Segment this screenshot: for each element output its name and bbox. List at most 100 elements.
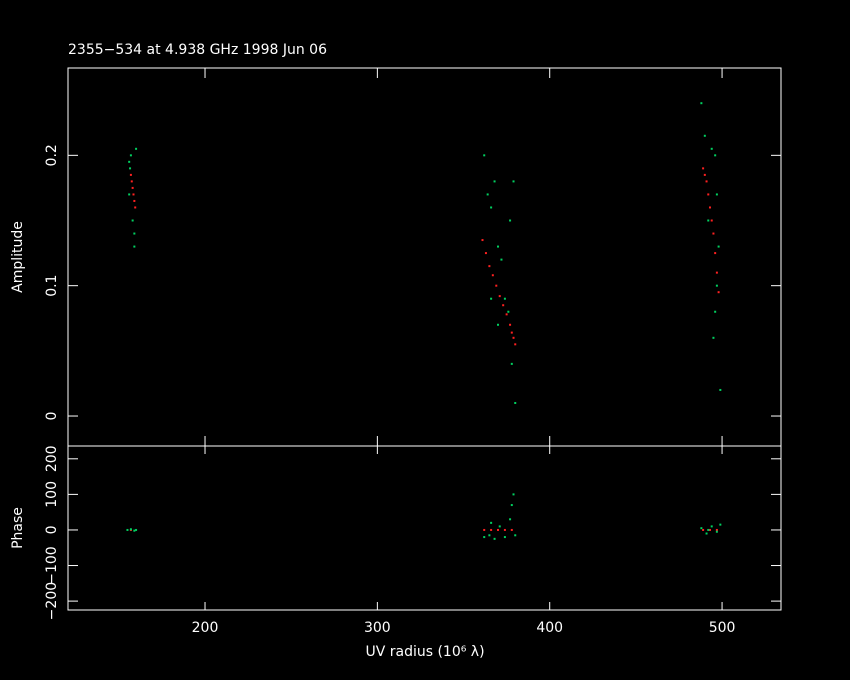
point xyxy=(510,504,513,507)
point xyxy=(509,518,512,521)
point xyxy=(498,295,501,298)
y-axis-label: Amplitude xyxy=(10,221,26,293)
point xyxy=(133,199,136,202)
point xyxy=(512,336,515,339)
point xyxy=(715,530,718,533)
point xyxy=(488,265,491,268)
point xyxy=(133,529,136,532)
point xyxy=(132,193,135,196)
x-tick-label: 200 xyxy=(192,620,219,636)
point xyxy=(707,219,710,222)
point xyxy=(510,362,513,365)
point xyxy=(714,252,717,255)
point xyxy=(715,528,718,531)
point xyxy=(490,206,493,209)
point xyxy=(503,297,506,300)
point xyxy=(502,304,505,307)
point xyxy=(128,193,131,196)
y-tick-label: 0.2 xyxy=(44,144,60,166)
point xyxy=(715,284,718,287)
point xyxy=(490,528,493,531)
point xyxy=(714,154,717,157)
point xyxy=(707,193,710,196)
point xyxy=(719,523,722,526)
point xyxy=(486,193,489,196)
point xyxy=(483,154,486,157)
point xyxy=(717,291,720,294)
point xyxy=(708,206,711,209)
chart-title: 2355−534 at 4.938 GHz 1998 Jun 06 xyxy=(68,42,327,58)
point xyxy=(133,232,136,235)
point xyxy=(488,534,491,537)
y-tick-label: 0 xyxy=(44,412,60,421)
point xyxy=(129,167,132,170)
point xyxy=(710,525,713,528)
point xyxy=(702,528,705,531)
x-tick-label: 400 xyxy=(536,620,563,636)
point xyxy=(514,534,517,537)
point xyxy=(512,493,515,496)
point xyxy=(128,160,131,163)
point xyxy=(703,134,706,137)
point xyxy=(135,528,138,531)
point xyxy=(491,274,494,277)
point xyxy=(717,245,720,248)
point xyxy=(490,297,493,300)
y-tick-label: 0.1 xyxy=(44,275,60,297)
point xyxy=(493,537,496,540)
point xyxy=(719,388,722,391)
point xyxy=(483,528,486,531)
point xyxy=(514,343,517,346)
point xyxy=(503,536,506,539)
point xyxy=(135,147,138,150)
point xyxy=(497,323,500,326)
point xyxy=(507,310,510,313)
point xyxy=(505,313,508,316)
point xyxy=(710,219,713,222)
y-tick-label: 200 xyxy=(44,445,60,472)
point xyxy=(700,102,703,105)
point xyxy=(712,336,715,339)
point xyxy=(129,154,132,157)
point xyxy=(700,527,703,530)
point xyxy=(710,147,713,150)
point xyxy=(497,528,500,531)
point xyxy=(134,206,137,209)
point xyxy=(129,173,132,176)
point xyxy=(131,186,134,189)
y-tick-label: −200 xyxy=(44,582,60,620)
y-tick-label: 100 xyxy=(44,481,60,508)
point xyxy=(481,239,484,242)
panel-frame xyxy=(67,445,782,611)
point xyxy=(707,528,710,531)
y-axis-label: Phase xyxy=(10,507,26,549)
x-tick-label: 500 xyxy=(709,620,736,636)
point xyxy=(126,528,129,531)
point xyxy=(510,331,513,334)
point xyxy=(129,528,132,531)
y-tick-label: 0 xyxy=(44,525,60,534)
point xyxy=(490,521,493,524)
point xyxy=(705,180,708,183)
point xyxy=(715,271,718,274)
point xyxy=(708,528,711,531)
point xyxy=(509,323,512,326)
y-tick-label: −100 xyxy=(44,546,60,584)
point xyxy=(495,284,498,287)
point xyxy=(512,180,515,183)
point xyxy=(497,245,500,248)
point xyxy=(493,180,496,183)
point xyxy=(703,173,706,176)
point xyxy=(702,167,705,170)
point xyxy=(133,245,136,248)
point xyxy=(483,536,486,539)
x-axis-label: UV radius (10⁶ λ) xyxy=(365,644,484,660)
point xyxy=(498,525,501,528)
point xyxy=(514,401,517,404)
panel-frame xyxy=(67,67,782,447)
point xyxy=(484,252,487,255)
point xyxy=(131,219,134,222)
point xyxy=(500,258,503,261)
